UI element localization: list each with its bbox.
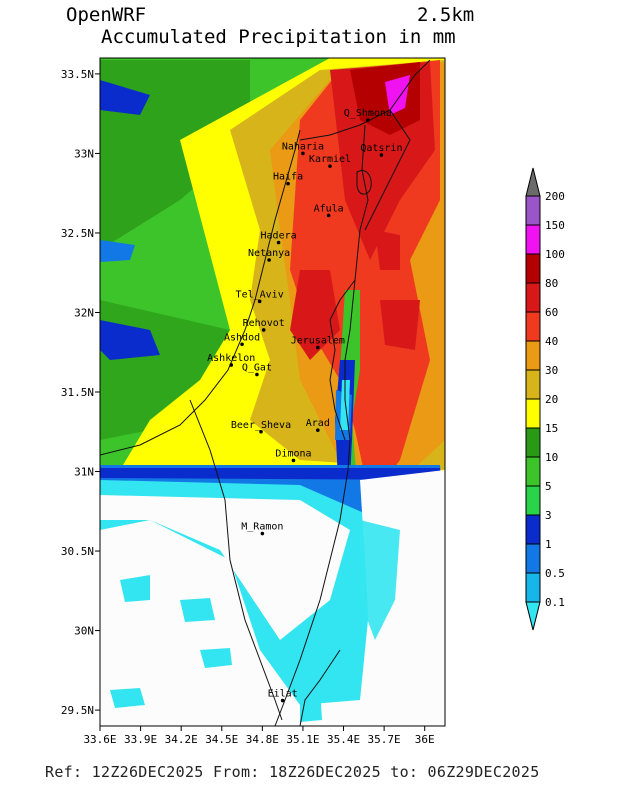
city-markers: Q_Shmona Naharia Qatsrin Karmiel Haifa Afula H… [207,108,402,703]
colorbar-segment [525,485,541,516]
city-marker [276,240,281,245]
city-label: Karmiel [309,154,351,165]
colorbar-level-label: 10 [545,451,558,464]
longitude-axis: 33.6E 33.9E 34.2E 34.5E 34.8E 35.1E 35.4E 35.7E… [83,726,435,746]
lon-tick-label: 35.1E [286,733,319,746]
resolution-label: 2.5km [417,4,475,26]
colorbar-segment [525,253,541,284]
lat-tick-label: 33.5N [61,68,94,81]
colorbar-segment [525,340,541,371]
city-label: Netanya [248,248,290,259]
lon-tick-label: 36E [415,733,435,746]
city-label: Eilat [268,689,298,700]
colorbar-level-label: 3 [545,509,552,522]
lon-tick-label: 35.7E [368,733,401,746]
colorbar-level-label: 15 [545,422,558,435]
city-label: Ashdod [224,332,260,343]
latitude-axis: 33.5N 33N 32.5N 32N 31.5N 31N 30.5N 30N 29.5N [61,68,100,717]
city-label: Haifa [273,172,303,183]
colorbar-level-label: 150 [545,219,565,232]
lat-tick-label: 29.5N [61,704,94,717]
colorbar-segment [525,369,541,400]
city-label: Rehovot [243,318,285,329]
lat-tick-label: 31N [74,466,94,479]
lon-tick-label: 35.4E [327,733,360,746]
colorbar-segment [525,311,541,342]
city-label: Q_Shmona [344,108,392,119]
city-marker [379,153,384,157]
lat-tick-label: 30N [74,625,94,638]
city-marker [257,299,262,304]
lon-tick-label: 34.8E [246,733,279,746]
city-marker [261,328,266,332]
colorbar-level-label: 80 [545,277,558,290]
colorbar-level-label: 20 [545,393,558,406]
city-label: Qatsrin [360,143,402,154]
colorbar-level-label: 5 [545,480,552,493]
city-marker [280,698,285,703]
city-marker [259,429,263,434]
colorbar-segment [525,224,541,255]
lon-tick-label: 33.9E [124,733,157,746]
model-name: OpenWRF [66,4,147,26]
colorbar-segment [525,572,541,603]
colorbar-level-label: 60 [545,306,558,319]
city-label: Tel_Aviv [236,289,284,300]
lat-tick-label: 31.5N [61,386,94,399]
colorbar-level-label: 100 [545,248,565,261]
colorbar-level-label: 1 [545,538,552,551]
city-marker [240,342,244,347]
lat-tick-label: 32.5N [61,227,94,240]
city-label: Arad [306,418,330,429]
map-title: Accumulated Precipitation in mm [101,26,456,48]
colorbar-level-label: 40 [545,335,558,348]
city-label: Dimona [275,448,311,459]
colorbar: 200 150 100 80 60 40 30 20 15 10 5 3 1 0.5 0.1 [525,167,565,631]
colorbar-level-label: 0.1 [545,596,565,609]
colorbar-segment [525,398,541,429]
city-marker [260,531,265,536]
colorbar-level-label: 30 [545,364,558,377]
city-label: Naharia [282,141,324,152]
colorbar-segment [525,282,541,313]
colorbar-segment [525,427,541,458]
colorbar-segment [525,514,541,545]
city-label: Ashkelon [207,353,255,364]
colorbar-level-label: 200 [545,190,565,203]
lon-tick-label: 34.2E [165,733,198,746]
footer-run-info: Ref: 12Z26DEC2025 From: 18Z26DEC2025 to:… [45,763,540,781]
colorbar-level-label: 0.5 [545,567,565,580]
city-marker [267,258,271,262]
city-label: M_Ramon [241,522,283,533]
city-marker [326,213,331,218]
precipitation-field [100,58,445,726]
city-label: Afula [314,203,344,214]
lat-tick-label: 32N [74,306,94,319]
city-marker [286,181,290,186]
city-marker [301,151,305,156]
city-label: Jerusalem [291,335,345,346]
lat-tick-label: 33N [74,147,94,160]
city-marker [316,345,320,350]
city-label: Beer_Sheva [231,420,291,431]
colorbar-segment [525,543,541,574]
city-marker [255,372,259,377]
colorbar-bottom-arrow [525,601,541,631]
colorbar-segment [525,195,541,226]
lon-tick-label: 33.6E [83,733,116,746]
city-label: Hadera [261,230,297,241]
colorbar-segment [525,456,541,487]
borders [100,59,431,726]
lat-tick-label: 30.5N [61,545,94,558]
city-marker [316,428,320,432]
lon-tick-label: 34.5E [205,733,238,746]
city-label: Q_Gat [242,363,272,374]
colorbar-top-arrow [525,167,541,197]
city-marker [328,164,332,168]
city-marker [291,458,296,463]
city-marker [229,363,234,367]
city-marker [366,118,370,122]
